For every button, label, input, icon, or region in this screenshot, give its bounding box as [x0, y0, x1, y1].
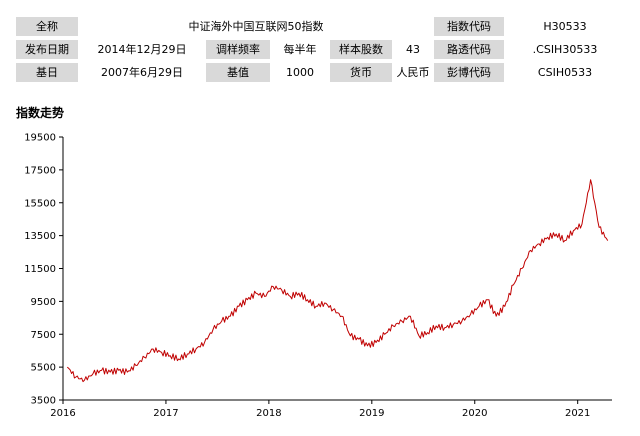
- x-tick-label: 2021: [565, 408, 590, 419]
- series-line-layer: [66, 179, 609, 383]
- y-tick-label: 7500: [31, 330, 56, 341]
- y-tick-label: 15500: [24, 198, 56, 209]
- section-title-index-trend: 指数走势: [16, 106, 65, 120]
- x-tick-label: 2016: [50, 408, 75, 419]
- value-rebalance-frequency: 每半年: [283, 43, 317, 56]
- label-base-value: 基值: [206, 63, 270, 82]
- value-bloomberg-code: CSIH0533: [537, 66, 593, 79]
- label-reuters-code: 路透代码: [434, 40, 504, 59]
- label-constituent-count: 样本股数: [330, 40, 392, 59]
- x-tick-label: 2018: [256, 408, 281, 419]
- label-full-name: 全称: [16, 17, 78, 36]
- y-tick-label: 11500: [24, 264, 56, 275]
- x-tick-labels: 2016 2017 2018 2019 2020 2021: [50, 408, 590, 419]
- series-line-0: [66, 179, 609, 383]
- label-currency: 货币: [330, 63, 392, 82]
- value-reuters-code: .CSIH30533: [532, 43, 598, 56]
- label-base-date: 基日: [16, 63, 78, 82]
- y-tick-labels: 3500 5500 7500 9500 11500 13500 15500 17500 1950…: [24, 133, 56, 407]
- value-index-code: H30533: [543, 20, 587, 33]
- y-tick-label: 17500: [24, 165, 56, 176]
- label-rebalance-frequency: 调样频率: [206, 40, 270, 59]
- x-tick-label: 2020: [462, 408, 487, 419]
- y-tick-label: 9500: [31, 297, 56, 308]
- index-info-table: 全称 中证海外中国互联网50指数 指数代码 H30533 发布日期 2014年1…: [16, 17, 624, 83]
- y-tick-label: 5500: [31, 363, 56, 374]
- value-publish-date: 2014年12月29日: [97, 43, 187, 56]
- label-publish-date: 发布日期: [16, 40, 78, 59]
- x-tick-label: 2017: [153, 408, 178, 419]
- y-tick-label: 19500: [24, 133, 56, 144]
- chart-axes: [59, 136, 612, 404]
- value-full-name: 中证海外中国互联网50指数: [188, 20, 324, 33]
- label-bloomberg-code: 彭博代码: [434, 63, 504, 82]
- label-index-code: 指数代码: [434, 17, 504, 36]
- y-tick-label: 3500: [31, 396, 56, 407]
- value-base-date: 2007年6月29日: [101, 66, 183, 79]
- value-base-value: 1000: [286, 66, 314, 79]
- x-tick-label: 2019: [359, 408, 384, 419]
- y-tick-label: 13500: [24, 231, 56, 242]
- value-constituent-count: 43: [406, 43, 420, 56]
- value-currency: 人民币: [396, 66, 430, 79]
